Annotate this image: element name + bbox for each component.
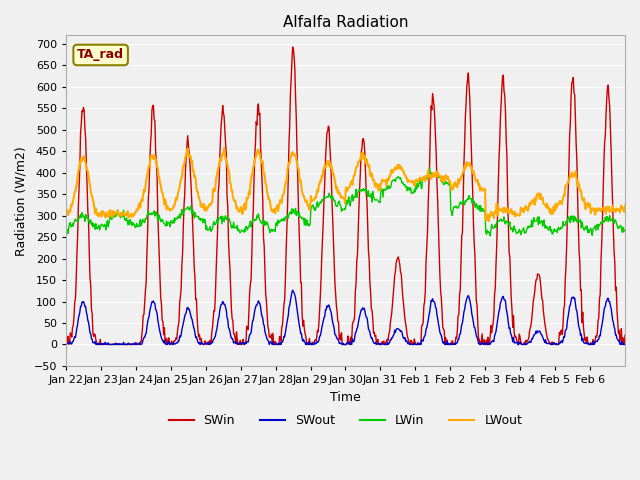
SWout <box>435 324 443 330</box>
LWin <box>426 165 433 171</box>
SWout <box>258 313 266 319</box>
LWout <box>220 145 228 151</box>
Line: LWout: LWout <box>66 148 625 221</box>
Legend: SWin, SWout, LWin, LWout: SWin, SWout, LWin, LWout <box>164 409 527 432</box>
SWout <box>621 341 629 347</box>
X-axis label: Time: Time <box>330 391 361 404</box>
Title: Alfalfa Radiation: Alfalfa Radiation <box>283 15 408 30</box>
SWin <box>436 272 444 277</box>
SWin <box>259 197 267 203</box>
LWin <box>435 175 443 180</box>
Line: SWin: SWin <box>66 47 625 345</box>
LWout <box>485 218 493 224</box>
LWin <box>486 233 494 239</box>
SWout <box>230 339 238 345</box>
LWin <box>258 220 266 226</box>
SWin <box>404 337 412 343</box>
SWout <box>128 342 136 348</box>
SWout <box>404 341 412 347</box>
LWout <box>259 159 267 165</box>
LWout <box>62 209 70 215</box>
SWin <box>621 332 629 338</box>
LWin <box>230 225 238 231</box>
SWin <box>62 339 70 345</box>
LWout <box>404 179 412 185</box>
LWin <box>621 227 629 232</box>
SWin <box>63 342 70 348</box>
LWin <box>128 223 136 228</box>
Y-axis label: Radiation (W/m2): Radiation (W/m2) <box>15 146 28 255</box>
SWin <box>231 335 239 341</box>
LWin <box>403 188 411 193</box>
LWout <box>280 190 288 196</box>
Line: SWout: SWout <box>66 290 625 345</box>
SWin <box>129 341 136 347</box>
SWin <box>289 44 296 50</box>
Line: LWin: LWin <box>66 168 625 236</box>
LWout <box>435 173 443 179</box>
LWout <box>621 203 629 208</box>
SWout <box>62 342 70 348</box>
SWout <box>289 288 296 293</box>
LWin <box>279 218 287 224</box>
SWin <box>280 302 288 308</box>
Text: TA_rad: TA_rad <box>77 48 124 61</box>
LWout <box>231 198 239 204</box>
LWout <box>128 211 136 216</box>
LWin <box>62 224 70 230</box>
SWout <box>279 337 287 343</box>
